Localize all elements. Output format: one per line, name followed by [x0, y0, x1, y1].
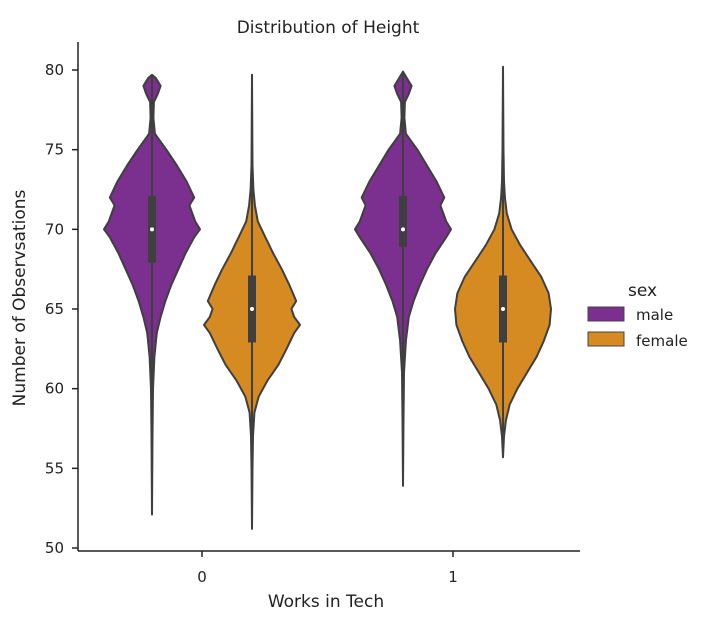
violins-layer	[103, 65, 552, 530]
median-point-female-0	[250, 307, 254, 311]
y-tick-label: 80	[45, 61, 64, 79]
legend-swatch-female	[587, 331, 625, 347]
y-tick-label: 60	[45, 380, 64, 398]
legend-title: sex	[628, 281, 657, 301]
y-tick-label: 70	[45, 220, 64, 238]
y-ticks: 50 55 60 65 70 75 80	[45, 61, 78, 557]
inner-box-layer	[148, 66, 507, 529]
x-axis-label: Works in Tech	[268, 592, 384, 612]
y-tick-label: 50	[45, 539, 64, 557]
median-point-male-0	[150, 227, 154, 232]
median-point-male-1	[401, 227, 405, 232]
y-tick-label: 65	[45, 300, 64, 318]
y-tick-label: 75	[45, 141, 64, 159]
legend-label-male: male	[636, 306, 673, 324]
legend: sex male female	[587, 281, 688, 350]
y-axis-label: Number of Observsations	[10, 189, 30, 406]
median-point-female-1	[501, 307, 505, 311]
chart-title: Distribution of Height	[237, 18, 420, 38]
iqr-box-male-1	[399, 195, 407, 247]
y-tick-label: 55	[45, 459, 64, 477]
x-tick-label: 0	[197, 568, 207, 586]
legend-swatch-male	[587, 306, 625, 322]
legend-label-female: female	[636, 332, 688, 350]
x-tick-label: 1	[448, 568, 458, 586]
